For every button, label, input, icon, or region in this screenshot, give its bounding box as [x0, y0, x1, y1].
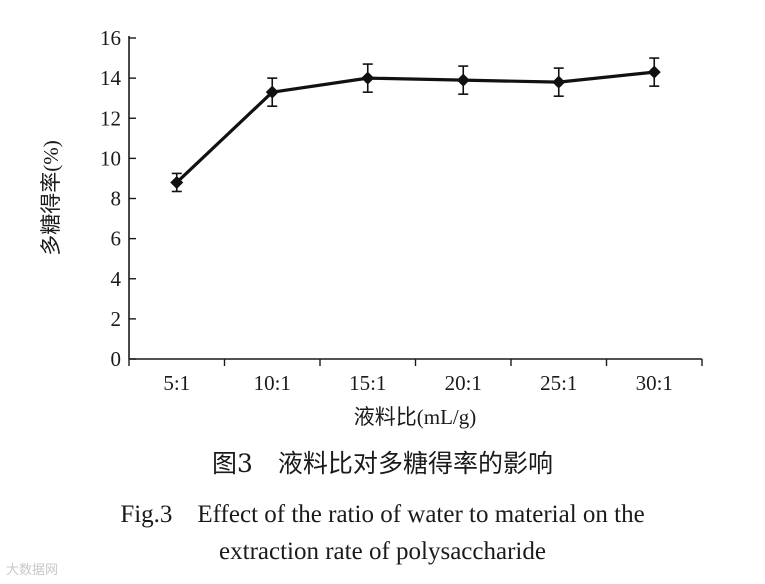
x-tick-label: 30:1: [636, 371, 673, 395]
x-tick-label: 10:1: [254, 371, 291, 395]
y-tick-label: 6: [111, 227, 122, 251]
x-tick-label: 20:1: [445, 371, 482, 395]
axes: 0 2 4 6 8 10 12 14 16 5:1 10:1 15:1 20:1 25:1 30:1: [100, 26, 703, 395]
y-tick-label: 16: [100, 26, 121, 50]
y-tick-label: 10: [100, 146, 121, 170]
y-tick-label: 8: [111, 187, 122, 211]
data-point: [456, 73, 470, 87]
y-tick-label: 4: [111, 267, 122, 291]
figure-caption-chinese: 图3 液料比对多糖得率的影响: [212, 449, 553, 478]
data-point: [265, 85, 279, 99]
chart-marks: [170, 57, 661, 193]
x-tick-label: 5:1: [163, 371, 190, 395]
y-axis-label: 多糖得率(%): [39, 140, 63, 255]
chart-area: 0 2 4 6 8 10 12 14 16 5:1 10:1 15:1 20:1 25:1 30:1 多糖得…: [39, 26, 703, 429]
figure-caption-english-line2: extraction rate of polysaccharide: [219, 538, 546, 565]
x-axis-label: 液料比(mL/g): [354, 405, 476, 429]
series-line: [175, 70, 655, 184]
y-tick-label: 14: [100, 66, 122, 90]
watermark: 大数据网: [6, 563, 59, 578]
data-point: [552, 75, 566, 89]
figure-caption-english-line1: Fig.3 Effect of the ratio of water to ma…: [120, 501, 645, 528]
y-tick-label: 0: [111, 347, 122, 371]
y-tick-label: 2: [111, 307, 122, 331]
y-tick-label: 12: [100, 106, 121, 130]
x-tick-label: 15:1: [349, 371, 386, 395]
x-tick-label: 25:1: [540, 371, 577, 395]
data-point: [361, 71, 375, 85]
data-point: [647, 65, 661, 79]
data-point: [170, 175, 184, 189]
